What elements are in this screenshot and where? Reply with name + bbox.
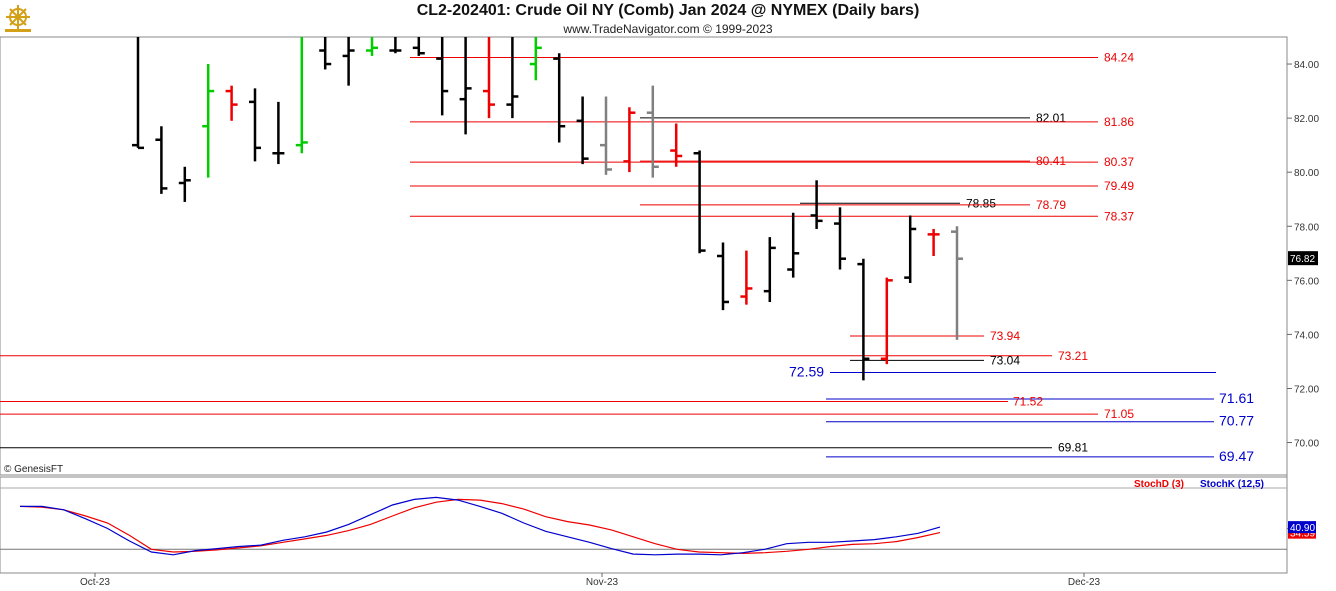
price-tick-label: 74.00 (1294, 330, 1319, 341)
level-label: 80.37 (1104, 155, 1134, 169)
price-tick-label: 76.00 (1294, 276, 1319, 287)
support-resistance-levels: 84.24 82.01 81.86 80.41 80.37 79.49 78.85 78.79… (0, 51, 1254, 464)
last-price-marker: 76.82 (1288, 251, 1318, 266)
ohlc-bar (623, 107, 636, 173)
last-price-box (1288, 251, 1318, 266)
level-label: 71.61 (1219, 390, 1254, 406)
ohlc-bar (295, 37, 308, 154)
ohlc-bar (366, 37, 378, 56)
ohlc-bar (319, 37, 332, 70)
level-label: 73.21 (1058, 349, 1088, 363)
price-panel-frame (0, 36, 1288, 476)
price-tick-label: 78.00 (1294, 222, 1319, 233)
level-label: 73.04 (990, 353, 1020, 367)
level-label: 71.52 (1013, 394, 1043, 408)
ohlc-bar (342, 37, 355, 86)
ohlc-bar (272, 101, 285, 165)
ohlc-bars (132, 37, 963, 381)
stoch-last-label: 40.90 (1290, 523, 1315, 534)
price-tick-label: 72.00 (1294, 384, 1319, 395)
stoch-legend-label: StochK (12,5) (1200, 479, 1264, 490)
ohlc-bar (834, 207, 846, 270)
level-label: 73.94 (990, 329, 1020, 343)
watermark: © GenesisFT (4, 464, 63, 475)
ohlc-bar (225, 85, 238, 121)
ohlc-bar (763, 237, 776, 302)
ohlc-bar (600, 96, 612, 175)
ohlc-bar (717, 242, 729, 311)
price-tick-label: 70.00 (1294, 439, 1319, 450)
price-tick-label: 84.00 (1294, 60, 1319, 71)
ohlc-bar (576, 96, 589, 165)
ohlc-bar (951, 226, 963, 340)
ohlc-bar (553, 53, 566, 143)
last-price-label: 76.82 (1290, 254, 1315, 265)
price-axis: 84.00 82.00 80.00 78.00 76.00 74.00 72.00 70.00 (1287, 60, 1319, 450)
ohlc-bar (740, 250, 753, 305)
level-label: 82.01 (1036, 111, 1066, 125)
price-tick-label: 80.00 (1294, 168, 1319, 179)
ohlc-bar (927, 228, 940, 256)
time-tick-label: Dec-23 (1068, 577, 1101, 588)
ohlc-bar (202, 64, 215, 178)
ohlc-bar (787, 212, 800, 278)
ohlc-bar (132, 37, 144, 150)
ohlc-bar (178, 166, 191, 202)
ohlc-bar (904, 215, 917, 284)
ohlc-bar (857, 258, 870, 381)
ohlc-bar (880, 277, 893, 365)
price-tick-label: 82.00 (1294, 114, 1319, 125)
ohlc-bar (412, 37, 425, 56)
stoch-series-line (19, 498, 941, 555)
time-axis: Oct-23 Nov-23 Dec-23 (80, 573, 1101, 588)
stoch-series-line (20, 496, 941, 556)
oscillator-panel-frame (0, 476, 1288, 574)
ohlc-bar (506, 37, 519, 119)
level-label: 71.05 (1104, 407, 1134, 421)
ohlc-bar (155, 126, 168, 194)
chart-title: CL2-202401: Crude Oil NY (Comb) Jan 2024… (416, 2, 920, 19)
ohlc-bar (436, 37, 449, 116)
level-label: 80.41 (1036, 154, 1066, 168)
ohlc-bar (459, 37, 472, 135)
ohlc-bar (693, 150, 706, 254)
stoch-last-label: 34.59 (1290, 529, 1315, 540)
level-label: 78.37 (1104, 209, 1134, 223)
level-label: 78.79 (1036, 198, 1066, 212)
level-label: 69.47 (1219, 448, 1254, 464)
ohlc-bar (646, 85, 659, 178)
chart-subtitle: www.TradeNavigator.com © 1999-2023 (563, 22, 773, 36)
level-label: 78.85 (966, 196, 996, 210)
level-label: 81.86 (1104, 115, 1134, 129)
ship-wheel-logo (5, 5, 31, 32)
ohlc-bar (810, 180, 823, 229)
level-label: 84.24 (1104, 51, 1134, 65)
ohlc-bar (529, 37, 542, 81)
time-tick-label: Oct-23 (80, 577, 110, 588)
level-label: 79.49 (1104, 179, 1134, 193)
ohlc-bar (483, 37, 495, 119)
ohlc-bar (389, 37, 402, 54)
stoch-last-box (1288, 521, 1316, 534)
level-label: 72.59 (789, 364, 824, 380)
ohlc-bar (249, 88, 261, 162)
ohlc-bar (670, 123, 683, 167)
stoch-legend-label: StochD (3) (1134, 479, 1184, 490)
level-label: 70.77 (1219, 413, 1254, 429)
time-tick-label: Nov-23 (586, 577, 619, 588)
level-label: 69.81 (1058, 441, 1088, 455)
